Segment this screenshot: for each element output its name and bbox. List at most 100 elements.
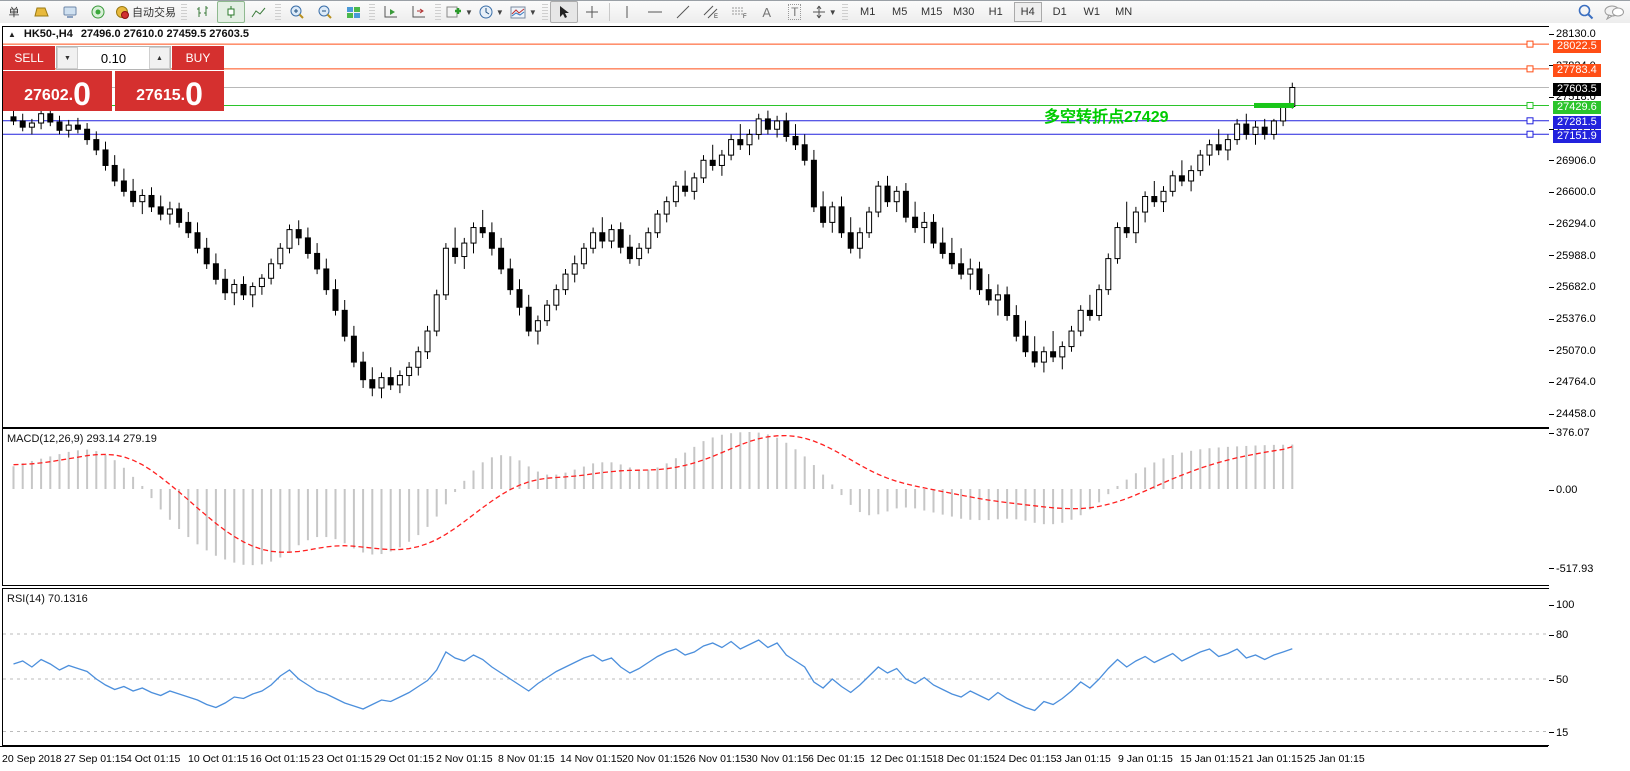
- buy-button[interactable]: BUY: [172, 46, 224, 70]
- date-tick: 2 Nov 01:15: [436, 753, 493, 765]
- chart-shift-icon[interactable]: [405, 1, 433, 23]
- date-tick: 25 Jan 01:15: [1304, 753, 1365, 765]
- zoom-in-icon[interactable]: [283, 1, 311, 23]
- svg-text:F: F: [743, 14, 747, 19]
- rsi-tick: 50: [1549, 674, 1568, 686]
- price-tick: 26906.0: [1549, 155, 1596, 167]
- volume-decrease-button[interactable]: ▼: [57, 47, 78, 69]
- price-level-badge: 27281.5: [1553, 116, 1601, 130]
- search-icon[interactable]: [1578, 4, 1594, 20]
- dropdown-arrow-icon: ▼: [528, 7, 537, 17]
- toolbar-grip: [181, 4, 187, 20]
- equidistant-channel-tool[interactable]: E: [697, 1, 725, 23]
- chart-header: ▲ HK50-,H4 27496.0 27610.0 27459.5 27603…: [8, 28, 249, 40]
- collapse-triangle-icon[interactable]: ▲: [8, 29, 16, 39]
- price-tick: 26600.0: [1549, 186, 1596, 198]
- date-tick: 20 Nov 01:15: [622, 753, 685, 765]
- sell-price-display[interactable]: 27602. 0: [3, 71, 112, 111]
- text-tool[interactable]: A: [753, 1, 781, 23]
- autotrading-button[interactable]: 自动交易: [112, 1, 179, 23]
- volume-increase-button[interactable]: ▲: [149, 47, 170, 69]
- timeframe-button-W1[interactable]: W1: [1083, 6, 1100, 18]
- date-tick: 4 Oct 01:15: [126, 753, 181, 765]
- macd-tick: 376.07: [1549, 427, 1590, 439]
- cursor-tool[interactable]: [549, 1, 578, 23]
- zoom-out-icon[interactable]: [311, 1, 339, 23]
- horizontal-line-tool[interactable]: [641, 1, 669, 23]
- level-lines: [3, 40, 1549, 138]
- periods-button[interactable]: ▼: [476, 1, 507, 23]
- date-tick: 24 Dec 01:15: [994, 753, 1057, 765]
- rsi-tick: 100: [1549, 599, 1574, 611]
- volume-spinner: ▼ 0.10 ▲: [56, 46, 171, 70]
- date-tick: 23 Oct 01:15: [312, 753, 373, 765]
- toolbar-grip: [275, 4, 281, 20]
- price-level-badge: 28022.5: [1553, 39, 1601, 53]
- auto-scroll-icon[interactable]: [377, 1, 405, 23]
- candlestick-mode-icon[interactable]: [217, 1, 245, 23]
- chat-icon[interactable]: [1604, 5, 1624, 20]
- date-tick: 10 Oct 01:15: [188, 753, 249, 765]
- pivot-annotation-text[interactable]: 多空转折点27429: [1044, 109, 1169, 126]
- rsi-indicator-panel[interactable]: [2, 588, 1550, 746]
- buy-price-pip: 0: [185, 76, 203, 112]
- price-tick: 24458.0: [1549, 408, 1596, 420]
- tile-windows-icon[interactable]: [339, 1, 367, 23]
- date-tick: 29 Oct 01:15: [374, 753, 435, 765]
- timeframe-group: M1 M5 M15 M30 H1 H4 D1 W1 MN: [854, 2, 1138, 22]
- price-tick: 25070.0: [1549, 345, 1596, 357]
- time-axis[interactable]: 20 Sep 2018 27 Sep 01:15 4 Oct 01:15 10 Oct…: [0, 746, 1548, 771]
- signal-radar-icon[interactable]: [84, 1, 112, 23]
- timeframe-button-M30[interactable]: M30: [952, 6, 975, 18]
- timeframe-button-H4[interactable]: H4: [1013, 2, 1042, 22]
- svg-text:E: E: [714, 14, 718, 19]
- crosshair-tool[interactable]: [578, 1, 606, 23]
- fibonacci-tool[interactable]: F: [725, 1, 753, 23]
- gold-ingot-icon[interactable]: [28, 1, 56, 23]
- templates-button[interactable]: ▼: [507, 1, 540, 23]
- date-tick: 20 Sep 2018: [2, 753, 62, 765]
- date-tick: 16 Oct 01:15: [250, 753, 311, 765]
- data-center-icon[interactable]: [56, 1, 84, 23]
- rsi-tick: 80: [1549, 629, 1568, 641]
- price-level-badge: 27151.9: [1553, 129, 1601, 143]
- price-tick: 24764.0: [1549, 376, 1596, 388]
- one-click-trading-panel: SELL ▼ 0.10 ▲ BUY 27602. 0 27615. 0: [3, 46, 224, 111]
- text-tool-label: A: [762, 4, 772, 20]
- date-tick: 15 Jan 01:15: [1180, 753, 1241, 765]
- trendline-tool[interactable]: [669, 1, 697, 23]
- timeframe-button-H1[interactable]: H1: [988, 6, 1003, 18]
- price-tick: 26294.0: [1549, 218, 1596, 230]
- buy-price-display[interactable]: 27615. 0: [115, 71, 224, 111]
- price-tick: 28130.0: [1549, 28, 1596, 40]
- new-chart-button[interactable]: ▼: [443, 1, 476, 23]
- macd-tick: -517.93: [1549, 563, 1593, 575]
- timeframe-button-M5[interactable]: M5: [892, 6, 908, 18]
- macd-indicator-panel[interactable]: [2, 428, 1550, 586]
- text-label-tool[interactable]: T: [781, 1, 809, 23]
- sell-button[interactable]: SELL: [3, 46, 55, 70]
- date-tick: 9 Jan 01:15: [1118, 753, 1173, 765]
- arrows-tool[interactable]: ▼: [809, 1, 840, 23]
- timeframe-button-M15[interactable]: M15: [920, 6, 943, 18]
- label-tool-label: T: [788, 4, 802, 20]
- price-tick: 25682.0: [1549, 281, 1596, 293]
- new-order-button[interactable]: 单: [0, 1, 28, 23]
- volume-value[interactable]: 0.10: [100, 50, 127, 66]
- timeframe-button-D1[interactable]: D1: [1052, 6, 1067, 18]
- price-tick: 25376.0: [1549, 313, 1596, 325]
- dropdown-arrow-icon: ▼: [495, 7, 504, 17]
- main-price-chart[interactable]: [2, 26, 1550, 428]
- timeframe-button-MN[interactable]: MN: [1115, 6, 1133, 18]
- toolbar: 单 自动交易: [0, 1, 1630, 24]
- line-chart-mode-icon[interactable]: [245, 1, 273, 23]
- price-axis[interactable]: 28130.027824.027518.027212.026906.026600…: [1549, 26, 1630, 746]
- bar-chart-mode-icon[interactable]: [189, 1, 217, 23]
- timeframe-button-M1[interactable]: M1: [860, 6, 876, 18]
- date-tick: 27 Sep 01:15: [64, 753, 127, 765]
- price-level-badge: 27783.4: [1553, 64, 1601, 78]
- rsi-line: [13, 639, 1293, 712]
- sell-price-pip: 0: [73, 76, 91, 112]
- buy-price-main: 27615: [136, 87, 181, 104]
- vertical-line-tool[interactable]: [613, 1, 641, 23]
